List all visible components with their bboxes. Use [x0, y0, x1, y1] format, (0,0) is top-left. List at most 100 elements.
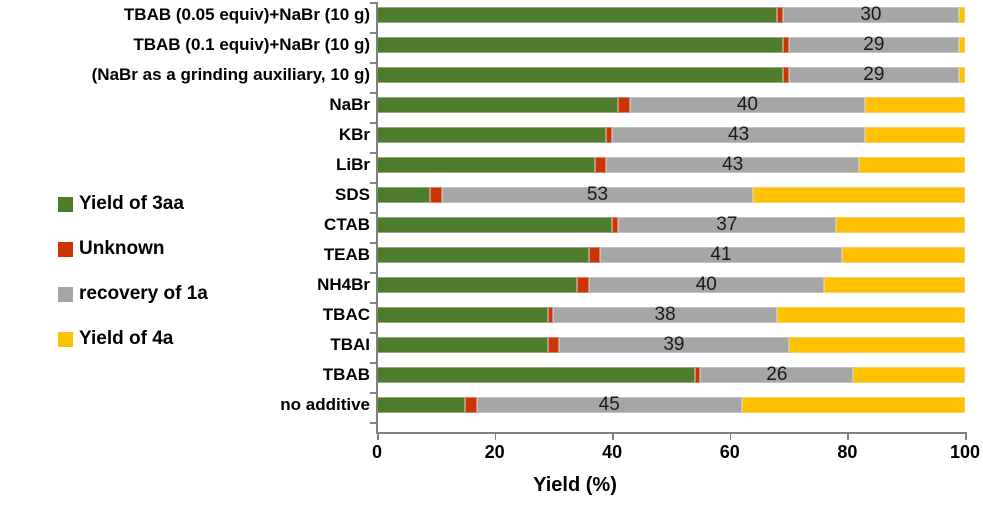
x-axis-line: [376, 432, 966, 434]
bar-segment-recovery-of-1a: [788, 67, 960, 83]
bar-segment-unknown: [547, 307, 554, 323]
y-axis-tick: [370, 32, 376, 34]
y-axis-tick: [370, 362, 376, 364]
x-axis-tick: [965, 432, 967, 440]
bar-segment-yield-of-3aa: [377, 307, 548, 323]
bar-segment-unknown: [465, 397, 477, 413]
bar-segment-yield-of-3aa: [377, 37, 783, 53]
bar-segment-yield-of-3aa: [377, 397, 466, 413]
category-label: TBAI: [330, 335, 370, 354]
y-axis-tick: [370, 212, 376, 214]
legend-label: Yield of 3aa: [79, 193, 184, 214]
bar-value-label: 30: [860, 4, 882, 25]
x-axis-tick-label: 60: [719, 442, 740, 462]
category-label: NH4Br: [317, 275, 370, 294]
legend-label: recovery of 1a: [79, 283, 208, 304]
legend-label: Yield of 4a: [79, 328, 174, 349]
category-label: TBAB (0.05 equiv)+NaBr (10 g): [123, 5, 370, 24]
bar-segment-unknown: [694, 367, 701, 383]
bar-segment-yield-of-4a: [865, 127, 965, 143]
y-axis-tick: [370, 422, 376, 424]
bar-segment-recovery-of-1a: [600, 247, 842, 263]
bar-segment-yield-of-4a: [841, 247, 965, 263]
x-axis-tick-label: 20: [484, 442, 505, 462]
bar-segment-recovery-of-1a: [618, 217, 836, 233]
category-label: CTAB: [324, 215, 370, 234]
x-axis-tick: [612, 432, 614, 440]
y-axis-tick: [370, 182, 376, 184]
bar-value-label: 37: [716, 214, 738, 235]
bar-segment-yield-of-4a: [859, 157, 965, 173]
x-axis-tick-label: 0: [371, 442, 383, 462]
y-axis-tick: [370, 392, 376, 394]
x-axis-tick: [847, 432, 849, 440]
bar-segment-yield-of-3aa: [377, 7, 777, 23]
bar-value-label: 41: [710, 244, 732, 265]
bar-segment-unknown: [547, 337, 560, 353]
category-label: SDS: [335, 185, 370, 204]
bar-segment-yield-of-4a: [835, 217, 965, 233]
y-axis-tick: [370, 122, 376, 124]
x-axis-tick: [494, 432, 497, 440]
bar-value-label: 26: [766, 364, 788, 385]
bar-segment-yield-of-4a: [959, 37, 965, 53]
y-axis-tick: [370, 242, 376, 244]
bar-segment-recovery-of-1a: [441, 187, 754, 203]
bar-segment-recovery-of-1a: [629, 97, 866, 113]
category-label: no additive: [280, 395, 370, 414]
bar-segment-yield-of-4a: [959, 7, 965, 23]
x-axis-title: Yield (%): [533, 474, 617, 496]
bar-segment-recovery-of-1a: [559, 337, 789, 353]
bar-segment-unknown: [776, 7, 783, 23]
bar-value-label: 43: [722, 154, 744, 175]
category-label: TEAB: [323, 245, 370, 264]
bar-segment-unknown: [782, 37, 789, 53]
bar-segment-yield-of-3aa: [377, 247, 589, 263]
x-axis-tick-label: 100: [949, 442, 981, 462]
bar-segment-recovery-of-1a: [553, 307, 777, 323]
bar-segment-yield-of-3aa: [377, 337, 548, 353]
bar-segment-unknown: [618, 97, 630, 113]
bar-segment-yield-of-4a: [788, 337, 965, 353]
bar-value-label: 43: [728, 124, 750, 145]
bar-value-label: 39: [663, 334, 685, 355]
category-label: NaBr: [329, 95, 370, 114]
bar-segment-recovery-of-1a: [612, 127, 866, 143]
bar-value-label: 53: [586, 184, 609, 205]
y-axis-tick: [370, 332, 376, 334]
y-axis-tick: [370, 272, 376, 274]
bar-segment-yield-of-3aa: [377, 217, 613, 233]
bar-segment-unknown: [612, 217, 619, 233]
bar-segment-yield-of-4a: [776, 307, 965, 323]
bar-segment-yield-of-3aa: [377, 67, 783, 83]
bar-segment-yield-of-3aa: [377, 187, 430, 203]
legend-label: Unknown: [79, 238, 165, 259]
legend-swatch-icon: [58, 287, 73, 302]
y-axis-tick: [370, 62, 376, 64]
bar-segment-recovery-of-1a: [788, 37, 960, 53]
bar-segment-unknown: [588, 247, 601, 263]
category-label: (NaBr as a grinding auxiliary, 10 g): [91, 65, 370, 84]
bar-segment-yield-of-4a: [865, 97, 965, 113]
x-axis-tick: [729, 432, 732, 440]
bar-segment-yield-of-4a: [741, 397, 965, 413]
y-axis-tick: [370, 92, 376, 94]
x-axis-tick-label: 80: [837, 442, 858, 462]
y-axis-tick: [370, 2, 376, 4]
bar-segment-unknown: [782, 67, 789, 83]
bar-segment-yield-of-4a: [753, 187, 965, 203]
bar-segment-unknown: [429, 187, 442, 203]
bar-segment-unknown: [576, 277, 589, 293]
bar-segment-recovery-of-1a: [476, 397, 742, 413]
bar-segment-yield-of-4a: [959, 67, 965, 83]
y-axis-line: [376, 2, 378, 432]
bar-value-label: 29: [863, 64, 885, 85]
bar-value-label: 45: [598, 394, 620, 415]
bar-value-label: 40: [736, 94, 759, 115]
category-label: TBAB (0.1 equiv)+NaBr (10 g): [133, 35, 370, 54]
bar-value-label: 38: [654, 304, 676, 325]
category-label: TBAC: [322, 305, 370, 324]
bar-segment-recovery-of-1a: [700, 367, 854, 383]
bar-segment-recovery-of-1a: [782, 7, 960, 23]
bar-segment-yield-of-3aa: [377, 127, 607, 143]
